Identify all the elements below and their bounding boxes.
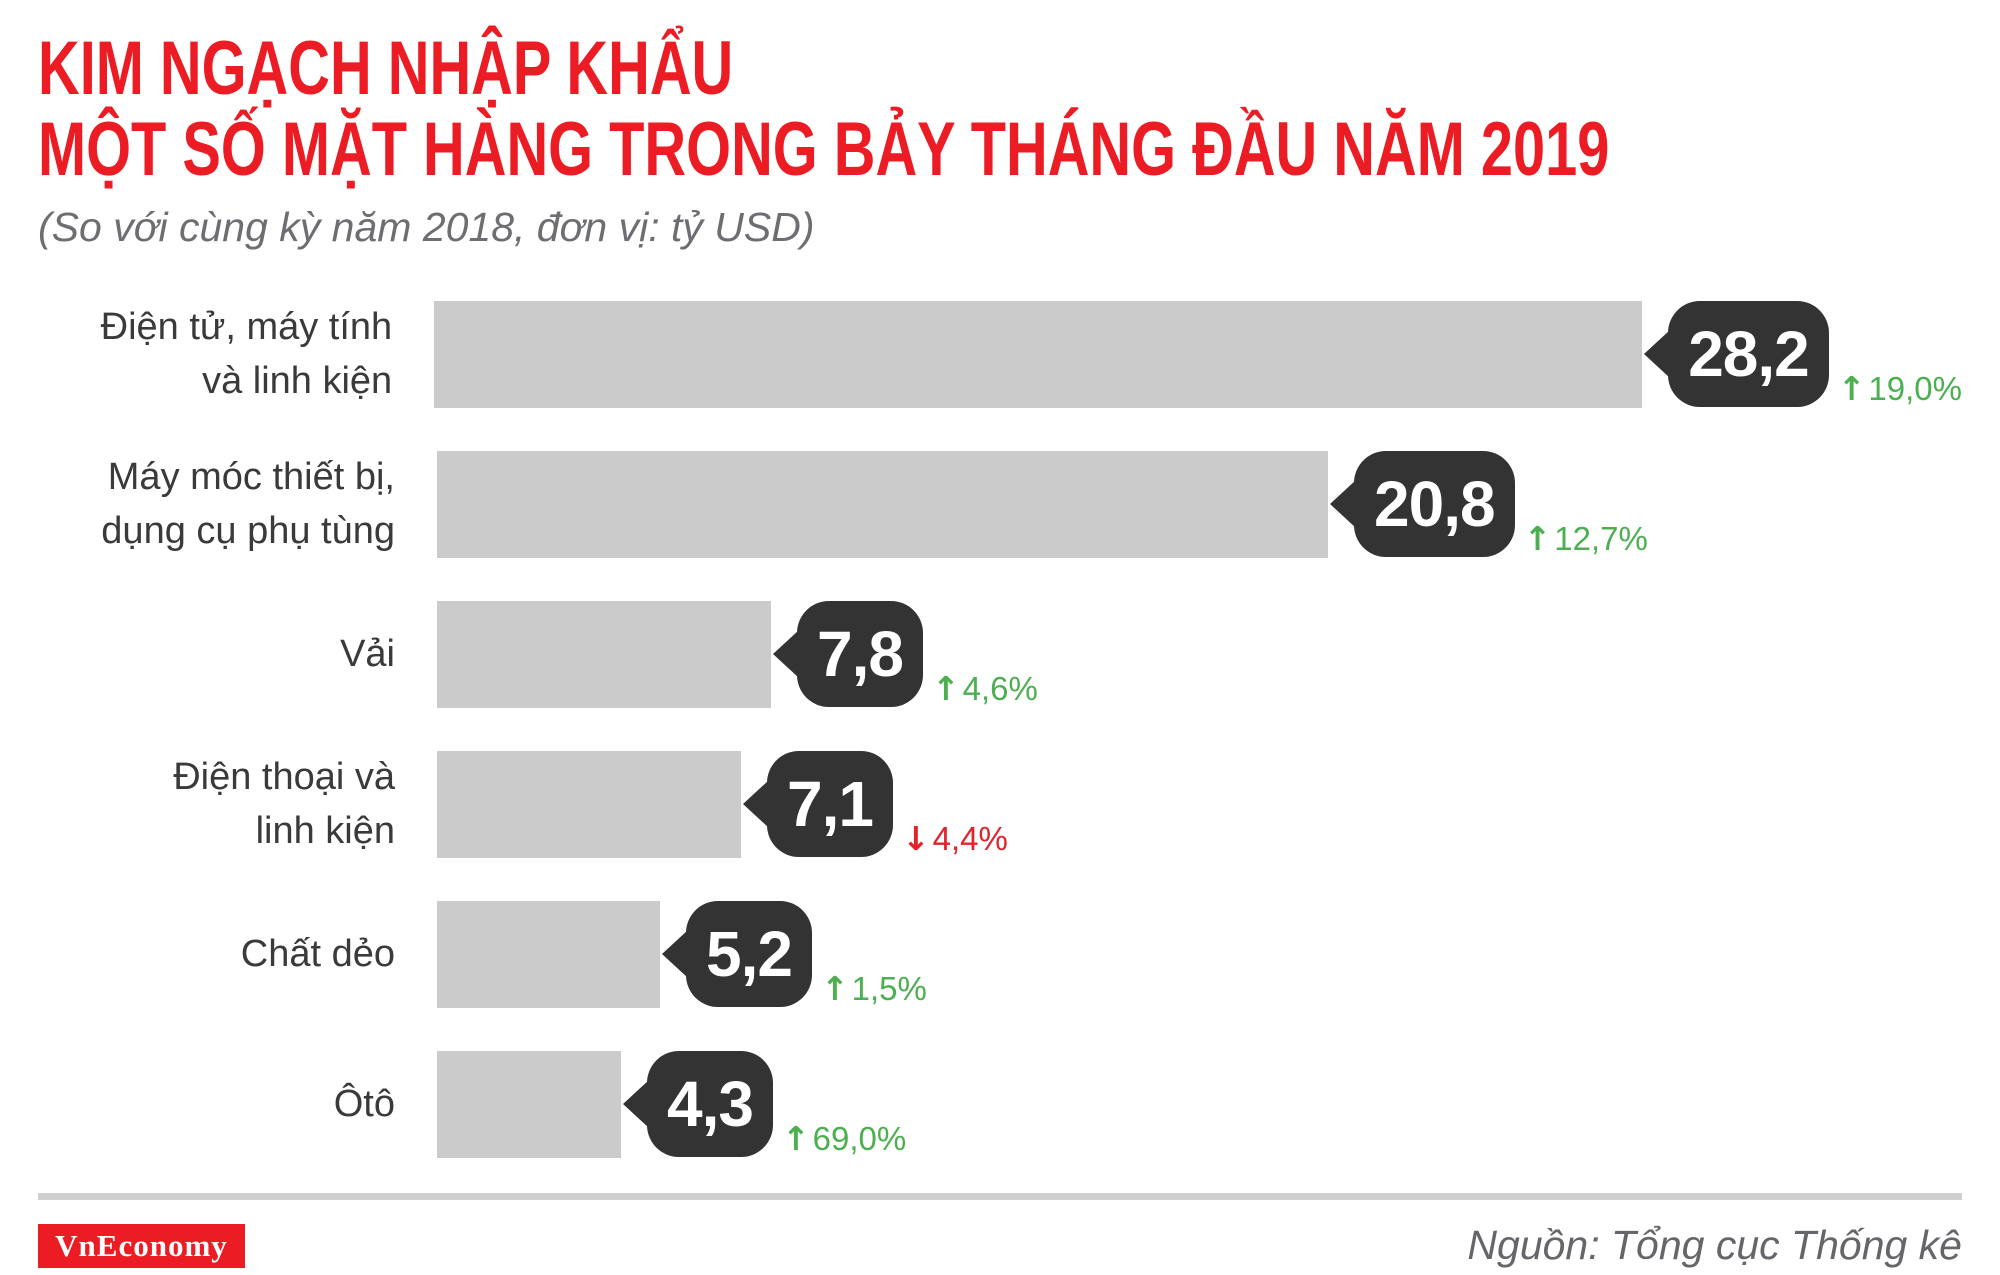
subtitle: (So với cùng kỳ năm 2018, đơn vị: tỷ USD… [38, 204, 815, 250]
change-percent: ↑12,7% [1524, 519, 1648, 558]
bar [437, 450, 1328, 558]
bar [437, 1050, 621, 1158]
bar-chart: Điện tử, máy tính và linh kiện 28,2 ↑19,… [38, 279, 1962, 1179]
value-bubble: 28,2 [1668, 301, 1829, 407]
up-arrow-icon: ↑ [1523, 518, 1552, 558]
chart-row: Điện thoại và linh kiện 7,1 ↓4,4% [38, 729, 1962, 879]
plot-area: 7,1 ↓4,4% [437, 729, 1962, 879]
up-arrow-icon: ↑ [931, 668, 960, 708]
chart-row: Vải 7,8 ↑4,6% [38, 579, 1962, 729]
title-line-2: MỘT SỐ MẶT HÀNG TRONG BẢY THÁNG ĐẦU NĂM … [38, 107, 1610, 192]
bar [437, 600, 771, 708]
value-label: 5,2 [706, 918, 793, 990]
change-value: 12,7% [1554, 519, 1648, 557]
bar [434, 300, 1643, 408]
chart-row: Ôtô 4,3 ↑69,0% [38, 1029, 1962, 1179]
plot-area: 20,8 ↑12,7% [437, 429, 1962, 579]
up-arrow-icon: ↑ [1837, 368, 1866, 408]
category-label: Vải [340, 633, 395, 675]
category-label: Chất dẻo [240, 933, 395, 975]
down-arrow-icon: ↓ [901, 818, 930, 858]
source-credit: Nguồn: Tổng cục Thống kê [1467, 1222, 1962, 1268]
value-label: 28,2 [1688, 318, 1810, 390]
chart-row: Máy móc thiết bị, dụng cụ phụ tùng 20,8 … [38, 429, 1962, 579]
plot-area: 7,8 ↑4,6% [437, 579, 1962, 729]
category-label: Điện tử, máy tính và linh kiện [100, 306, 393, 402]
up-arrow-icon: ↑ [820, 968, 849, 1008]
bar [437, 750, 741, 858]
value-label: 4,3 [667, 1068, 754, 1140]
chart-row: Điện tử, máy tính và linh kiện 28,2 ↑19,… [38, 279, 1962, 429]
value-label: 7,1 [787, 768, 874, 840]
bar [437, 900, 660, 1008]
change-percent: ↑1,5% [821, 969, 927, 1008]
value-bubble: 4,3 [647, 1051, 773, 1157]
value-bubble: 7,8 [797, 601, 923, 707]
vneconomy-logo: VnEconomy [38, 1223, 245, 1268]
change-percent: ↑69,0% [782, 1119, 906, 1158]
value-bubble: 7,1 [767, 751, 893, 857]
value-label: 7,8 [817, 618, 904, 690]
value-bubble: 5,2 [686, 901, 812, 1007]
chart-row: Chất dẻo 5,2 ↑1,5% [38, 879, 1962, 1029]
value-label: 20,8 [1374, 468, 1496, 540]
up-arrow-icon: ↑ [781, 1118, 810, 1158]
change-percent: ↑19,0% [1838, 369, 1962, 408]
category-label: Máy móc thiết bị, dụng cụ phụ tùng [101, 456, 395, 552]
page-title: KIM NGẠCH NHẬP KHẨU MỘT SỐ MẶT HÀNG TRON… [38, 0, 1610, 192]
change-value: 4,4% [932, 819, 1008, 857]
change-value: 69,0% [812, 1119, 907, 1157]
change-percent: ↓4,4% [902, 819, 1008, 858]
plot-area: 28,2 ↑19,0% [434, 279, 1962, 429]
footer: VnEconomy Nguồn: Tổng cục Thống kê [38, 1222, 1962, 1269]
change-value: 19,0% [1868, 369, 1962, 407]
change-value: 1,5% [851, 969, 927, 1007]
change-value: 4,6% [962, 669, 1038, 707]
footer-divider [38, 1193, 1962, 1200]
category-label: Điện thoại và linh kiện [173, 756, 395, 852]
category-label: Ôtô [333, 1083, 395, 1125]
title-line-1: KIM NGẠCH NHẬP KHẨU [38, 26, 734, 111]
plot-area: 4,3 ↑69,0% [437, 1029, 1962, 1179]
value-bubble: 20,8 [1354, 451, 1515, 557]
change-percent: ↑4,6% [932, 669, 1038, 708]
plot-area: 5,2 ↑1,5% [437, 879, 1962, 1029]
